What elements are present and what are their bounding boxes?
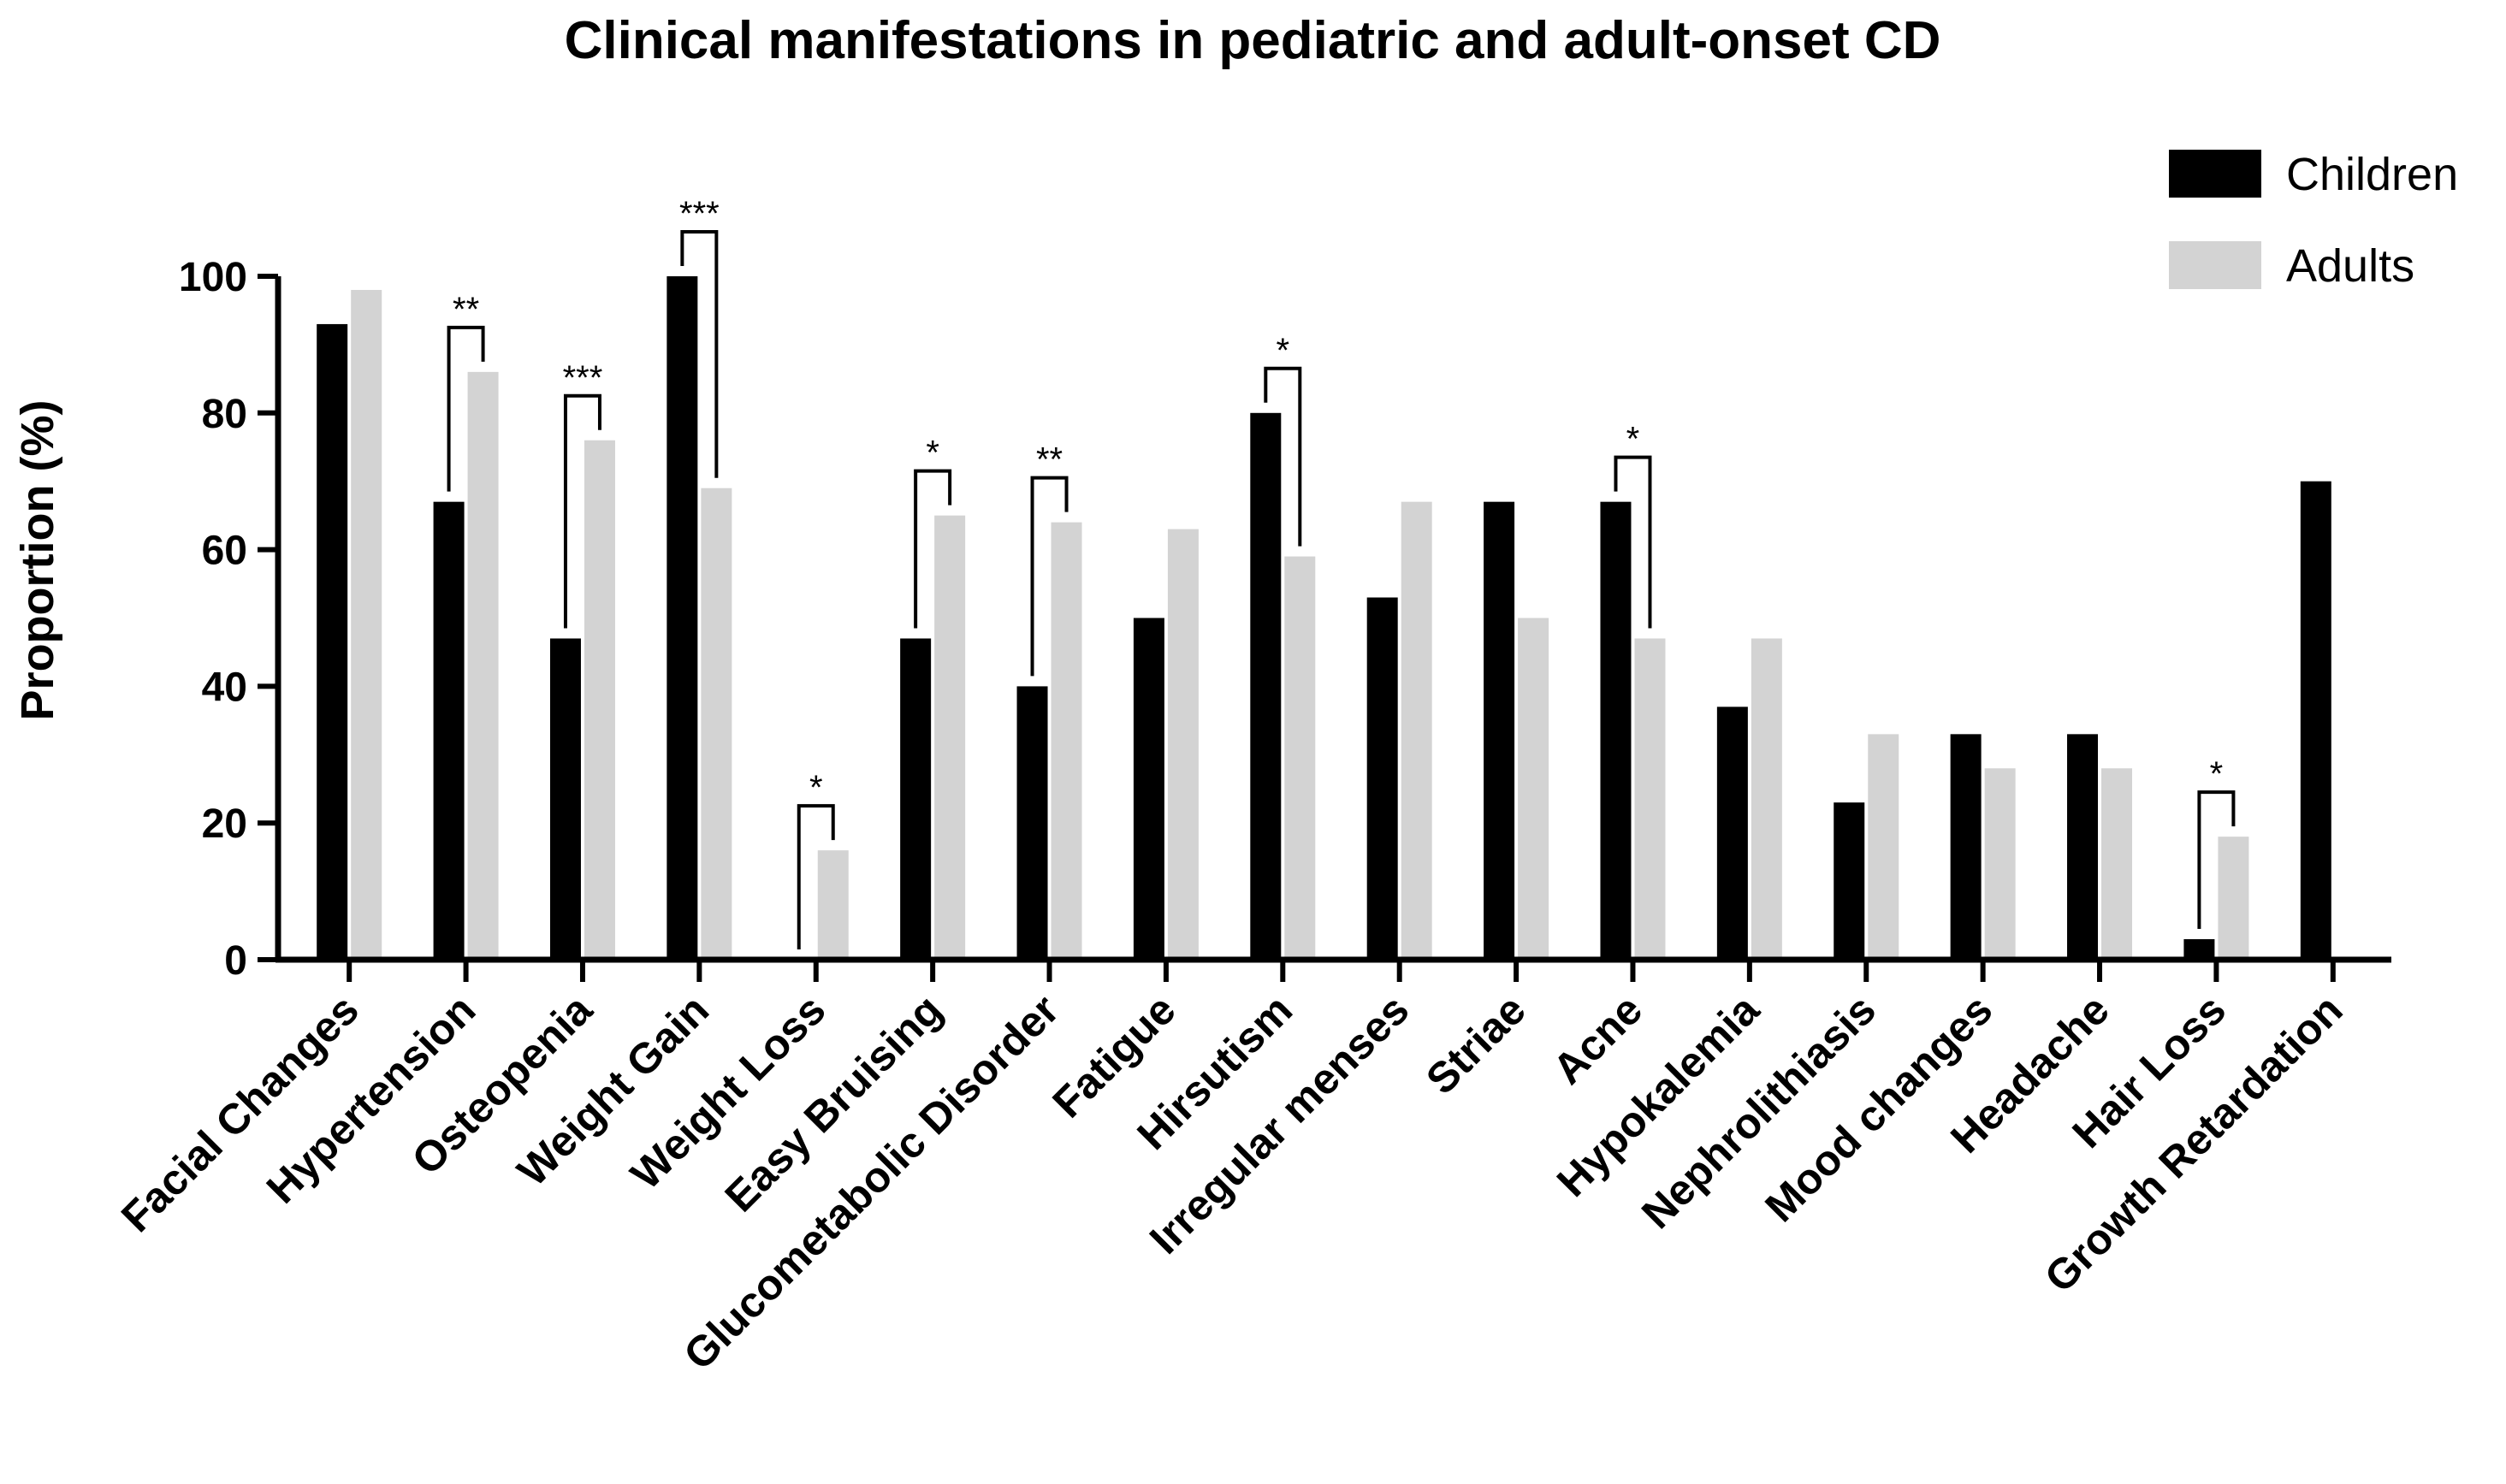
bar-children-striae <box>1484 501 1515 960</box>
legend-swatch-children <box>2169 150 2261 198</box>
bars <box>317 276 2331 961</box>
y-tick-label: 100 <box>179 255 247 300</box>
bar-adults-fatigue <box>1167 529 1199 960</box>
significance-bracket-osteopenia <box>563 393 601 629</box>
bar-adults-hypokalemia <box>1751 638 1782 960</box>
bar-adults-easy-bruising <box>934 515 966 960</box>
bar-adults-nephrolithiasis <box>1868 734 1899 960</box>
bar-adults-osteopenia <box>584 440 615 960</box>
bar-adults-hirsutism <box>1284 556 1316 960</box>
significance-bracket-hair-loss <box>2197 790 2236 930</box>
significance-label-easy-bruising: * <box>926 435 939 472</box>
significance-label-hypertension: ** <box>453 291 479 328</box>
significance-label-glucometabolic-disorder: ** <box>1036 441 1063 479</box>
bar-children-easy-bruising <box>900 638 932 960</box>
significance-bracket-weight-gain <box>680 230 719 478</box>
x-tick-label-hypokalemia: Hypokalemia <box>1548 984 1769 1206</box>
bar-children-nephrolithiasis <box>1834 802 1865 960</box>
bar-adults-weight-gain <box>701 488 732 960</box>
significance-bracket-hirsutism <box>1264 366 1302 547</box>
significance-label-hirsutism: * <box>1277 332 1290 370</box>
chart-title: Clinical manifestations in pediatric and… <box>565 11 1941 70</box>
bar-adults-glucometabolic-disorder <box>1051 522 1082 960</box>
bar-children-acne <box>1600 501 1632 960</box>
significance-bracket-hypertension <box>447 325 485 492</box>
bar-adults-weight-loss <box>817 850 849 960</box>
legend-label-children: Children <box>2286 149 2458 200</box>
significance-bracket-easy-bruising <box>914 469 952 629</box>
bar-children-glucometabolic-disorder <box>1016 686 1048 960</box>
bar-adults-hair-loss <box>2218 837 2249 960</box>
bar-adults-mood-changes <box>1984 768 2016 960</box>
significance-bracket-acne <box>1614 455 1652 629</box>
bar-children-growth-retardation <box>2300 481 2331 960</box>
x-tick-label-acne: Acne <box>1543 985 1651 1093</box>
bar-children-hypertension <box>433 501 465 960</box>
legend-label-adults: Adults <box>2286 240 2414 292</box>
bar-children-irregular-menses <box>1366 597 1398 960</box>
bar-children-fatigue <box>1133 618 1164 960</box>
bar-adults-acne <box>1634 638 1666 960</box>
significance-markers: ********** ***** <box>447 195 2236 949</box>
significance-label-weight-loss: * <box>809 769 823 807</box>
bar-children-headache <box>2067 734 2099 960</box>
significance-bracket-weight-loss <box>797 804 835 949</box>
bar-children-hair-loss <box>2183 939 2215 960</box>
y-axis-label: Proportion (%) <box>12 400 63 721</box>
significance-bracket-glucometabolic-disorder <box>1030 476 1069 677</box>
y-tick-label: 20 <box>202 801 247 847</box>
significance-label-acne: * <box>1626 421 1640 458</box>
x-tick-label-hypertension: Hypertension <box>258 985 485 1213</box>
y-tick-label: 80 <box>202 392 247 437</box>
y-tick-label: 40 <box>202 665 247 710</box>
significance-label-osteopenia: *** <box>563 359 603 397</box>
legend: Children Adults <box>2169 149 2458 292</box>
significance-label-weight-gain: *** <box>679 195 720 233</box>
bar-adults-striae <box>1518 618 1549 960</box>
y-tick-label: 60 <box>202 529 247 574</box>
legend-swatch-adults <box>2169 241 2261 289</box>
bar-adults-irregular-menses <box>1401 501 1432 960</box>
y-tick-label: 0 <box>224 938 247 984</box>
bar-adults-hypertension <box>467 371 499 960</box>
bar-children-hypokalemia <box>1716 707 1748 960</box>
bar-children-hirsutism <box>1250 412 1282 960</box>
bar-children-weight-gain <box>666 276 698 960</box>
x-tick-label-striae: Striae <box>1417 985 1535 1103</box>
bar-children-osteopenia <box>549 638 581 960</box>
significance-label-hair-loss: * <box>2210 755 2224 793</box>
bar-children-facial-changes <box>317 323 348 960</box>
bar-children-mood-changes <box>1950 734 1982 960</box>
bar-adults-headache <box>2101 768 2133 960</box>
bar-adults-facial-changes <box>351 289 382 961</box>
